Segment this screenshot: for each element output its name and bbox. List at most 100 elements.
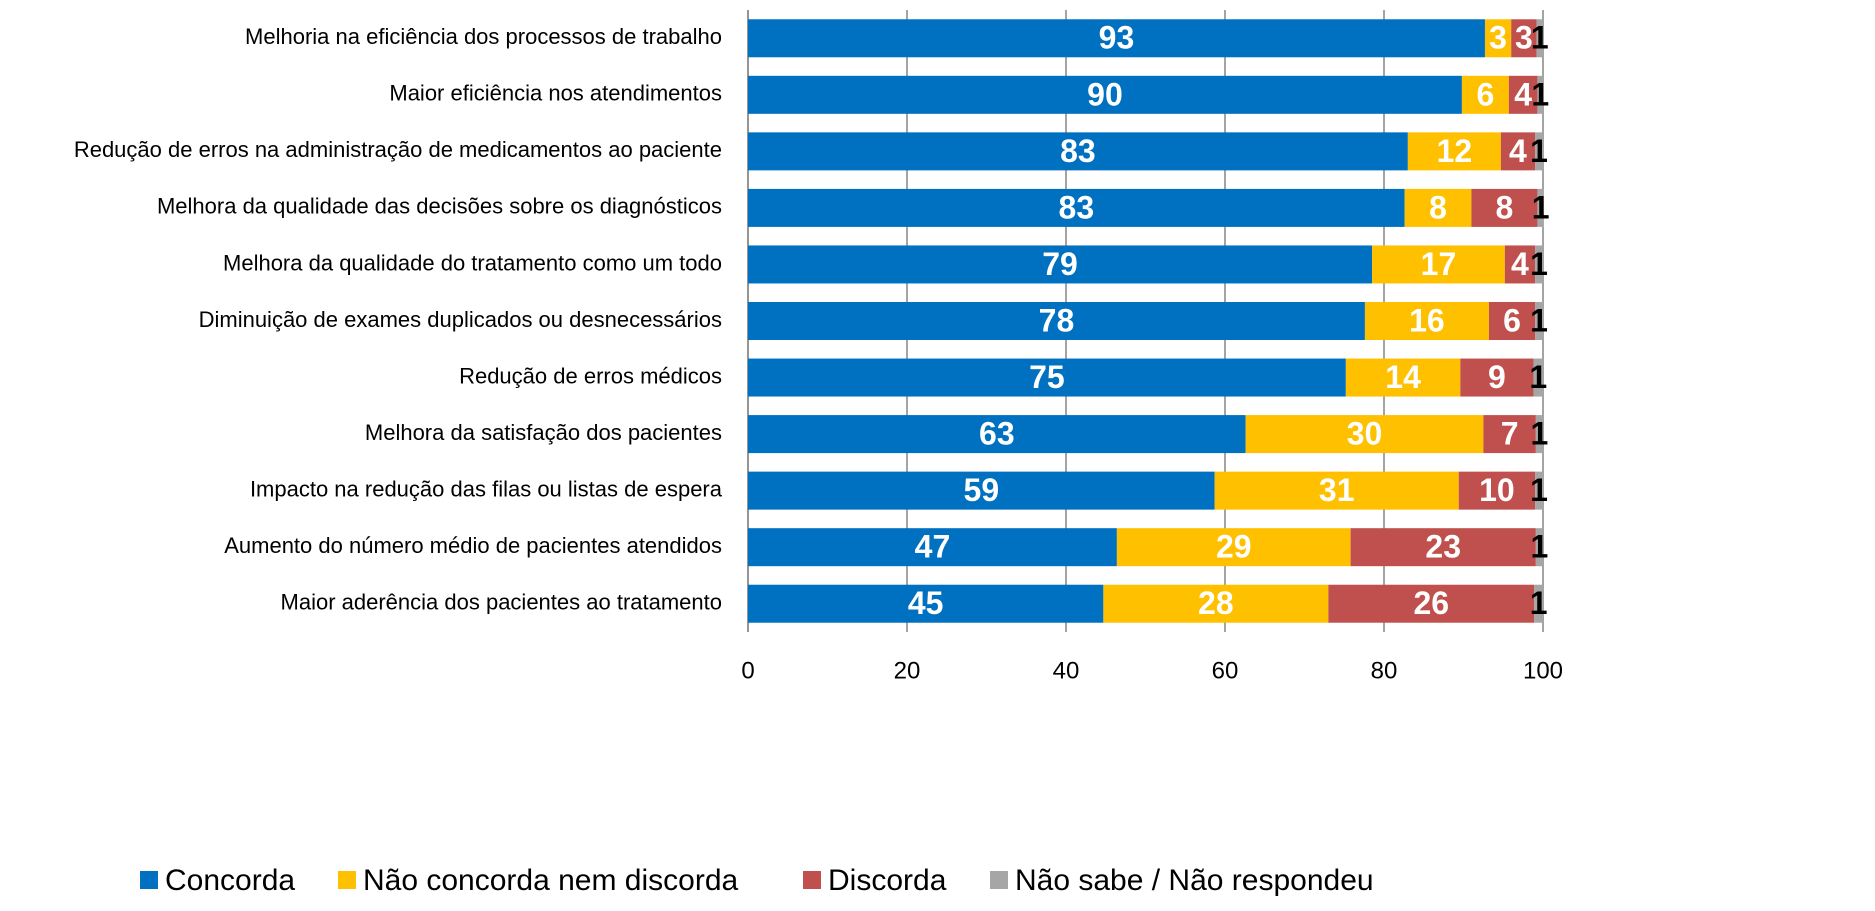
data-label: 1 — [1530, 472, 1548, 508]
data-label: 1 — [1531, 529, 1549, 565]
data-label: 4 — [1509, 133, 1527, 169]
data-label: 1 — [1531, 76, 1549, 112]
legend-label: Discorda — [828, 864, 947, 897]
bar-segment — [1350, 528, 1536, 567]
data-label: 30 — [1347, 416, 1383, 452]
data-label: 9 — [1488, 359, 1506, 395]
bar-segment — [748, 19, 1485, 58]
legend-label: Não sabe / Não respondeu — [1015, 864, 1374, 897]
data-label: 63 — [979, 416, 1015, 452]
legend-swatch — [803, 871, 821, 889]
bar-segment — [1488, 302, 1536, 340]
data-label: 83 — [1060, 133, 1096, 169]
data-label: 8 — [1496, 189, 1514, 225]
legend-swatch — [140, 871, 158, 889]
legend-label: Não concorda nem discorda — [363, 864, 739, 897]
data-label: 1 — [1530, 246, 1548, 282]
y-tick-label: Maior aderência dos pacientes ao tratame… — [281, 590, 722, 615]
bar-segment — [1364, 302, 1489, 340]
bar-segment — [1345, 358, 1461, 397]
data-label: 3 — [1489, 20, 1507, 56]
bar-segment — [1103, 584, 1329, 623]
x-tick-label: 20 — [894, 657, 921, 684]
y-tick-label: Melhora da satisfação dos pacientes — [365, 420, 722, 445]
data-label: 10 — [1479, 472, 1515, 508]
y-tick-label: Aumento do número médio de pacientes ate… — [224, 533, 722, 558]
data-label: 3 — [1515, 20, 1533, 56]
y-tick-label: Melhoria na eficiência dos processos de … — [245, 24, 722, 49]
bar-segment — [1535, 302, 1543, 340]
x-tick-label: 0 — [741, 657, 754, 684]
bar-segment — [1535, 528, 1543, 567]
data-label: 4 — [1511, 246, 1529, 282]
x-tick-label: 60 — [1212, 657, 1239, 684]
y-tick-label: Melhora da qualidade do tratamento como … — [223, 250, 722, 275]
data-label: 12 — [1437, 133, 1473, 169]
bar-segment — [1328, 584, 1535, 623]
data-label: 14 — [1385, 359, 1421, 395]
bar-segment — [748, 188, 1405, 227]
y-tick-label: Melhora da qualidade das decisões sobre … — [157, 194, 722, 219]
x-tick-label: 100 — [1523, 657, 1563, 684]
bar-segment — [1372, 245, 1505, 284]
bar-segment — [1116, 528, 1351, 567]
data-label: 1 — [1530, 302, 1548, 338]
bar-segment — [1535, 245, 1543, 284]
bar-segment — [1534, 584, 1543, 623]
legend-swatch — [990, 871, 1008, 889]
y-tick-label: Redução de erros na administração de med… — [74, 137, 722, 162]
bar-segment — [1537, 188, 1544, 227]
data-label: 26 — [1414, 585, 1450, 621]
bar-segment — [1535, 132, 1543, 171]
data-label: 75 — [1029, 359, 1065, 395]
data-label: 16 — [1409, 302, 1445, 338]
bar-segment — [1504, 245, 1536, 284]
bar-segment — [1535, 415, 1543, 454]
y-tick-label: Diminuição de exames duplicados ou desne… — [199, 307, 722, 332]
bar-segment — [1536, 19, 1543, 58]
legend-label: Concorda — [165, 864, 295, 897]
data-label: 6 — [1476, 76, 1494, 112]
data-label: 1 — [1529, 359, 1547, 395]
bar-segment — [1511, 19, 1537, 58]
data-label: 1 — [1531, 20, 1549, 56]
data-label: 90 — [1087, 76, 1123, 112]
bar-segment — [748, 302, 1365, 340]
bar-segment — [748, 358, 1346, 397]
data-label: 79 — [1042, 246, 1078, 282]
x-tick-label: 80 — [1371, 657, 1398, 684]
data-label: 7 — [1501, 416, 1519, 452]
data-label: 83 — [1059, 189, 1095, 225]
data-label: 4 — [1514, 76, 1532, 112]
y-tick-label: Impacto na redução das filas ou listas d… — [250, 476, 723, 501]
bar-segment — [1461, 75, 1509, 114]
data-label: 29 — [1216, 529, 1252, 565]
data-label: 31 — [1319, 472, 1355, 508]
bar-segment — [1407, 132, 1501, 171]
data-label: 1 — [1531, 416, 1549, 452]
bar-segment — [1533, 358, 1543, 397]
data-label: 78 — [1039, 302, 1075, 338]
bar-segment — [1471, 188, 1538, 227]
bar-segment — [1214, 471, 1459, 510]
bar-segment — [1484, 19, 1512, 58]
data-label: 45 — [908, 585, 944, 621]
bar-segment — [1404, 188, 1472, 227]
data-label: 8 — [1429, 189, 1447, 225]
bar-segment — [1508, 75, 1538, 114]
data-label: 23 — [1425, 529, 1461, 565]
bar-segment — [748, 132, 1408, 171]
bar-segment — [1458, 471, 1536, 510]
data-label: 1 — [1530, 133, 1548, 169]
bar-segment — [1537, 75, 1543, 114]
data-label: 1 — [1530, 585, 1548, 621]
bar-segment — [1460, 358, 1534, 397]
data-label: 59 — [964, 472, 1000, 508]
bar-segment — [748, 75, 1462, 114]
y-tick-label: Redução de erros médicos — [459, 363, 722, 388]
bar-segment — [748, 415, 1246, 454]
x-tick-label: 40 — [1053, 657, 1080, 684]
legend-swatch — [338, 871, 356, 889]
bar-segment — [1245, 415, 1484, 454]
